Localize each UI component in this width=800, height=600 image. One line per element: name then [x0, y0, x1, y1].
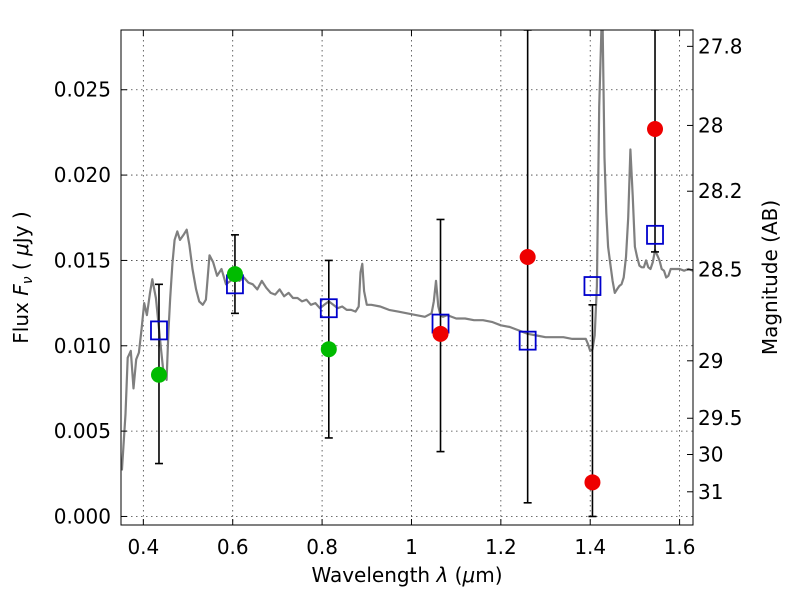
y-tick-label: 0.005: [54, 419, 111, 443]
upper-limit-point: [647, 121, 664, 137]
mag-tick-label: 29: [698, 349, 723, 373]
spectrum-line: [121, 30, 693, 471]
x-tick-label: 1.6: [664, 535, 696, 559]
mag-tick-label: 28: [698, 113, 723, 137]
upper-limit-point: [584, 474, 601, 491]
y-axis-title: Flux Fν ( μJy ): [9, 211, 36, 343]
right-axis-title: Magnitude (AB): [758, 200, 782, 355]
y-tick-label: 0.010: [54, 334, 111, 358]
mag-tick-label: 27.8: [698, 34, 743, 58]
plot-frame: [120, 29, 694, 526]
x-tick-label: 0.8: [306, 535, 338, 559]
detection-point: [320, 341, 337, 358]
mag-tick-label: 28.5: [698, 258, 743, 282]
detection-point: [226, 266, 243, 283]
y-tick-label: 0.000: [54, 504, 111, 528]
x-axis-title: Wavelength λ (μm): [311, 563, 502, 587]
plot-data-layer: [121, 30, 693, 518]
y-tick-label: 0.020: [54, 163, 111, 187]
model-square-marker: [646, 224, 664, 245]
model-square-marker: [150, 320, 168, 341]
detection-point: [150, 366, 167, 383]
upper-limit-point: [519, 249, 536, 266]
mag-tick-label: 30: [698, 442, 723, 466]
x-tick-label: 0.6: [217, 535, 249, 559]
model-square-marker: [319, 298, 338, 319]
model-square-marker: [583, 276, 602, 296]
model-square-marker: [518, 330, 537, 351]
y-tick-label: 0.025: [54, 78, 111, 102]
mag-tick-label: 28.2: [698, 179, 743, 203]
x-tick-label: 0.4: [127, 535, 159, 559]
y-tick-label: 0.015: [54, 248, 111, 272]
plot-area: 0.4 0.6 0.8 1 1.2 1.4 1.6 0.000 0.005 0.010 0.015 0…: [54, 29, 743, 559]
x-tick-label: 1.4: [574, 535, 606, 559]
upper-limit-point: [432, 325, 449, 342]
mag-tick-label: 31: [698, 480, 723, 504]
x-tick-label: 1: [405, 535, 418, 559]
mag-tick-label: 29.5: [698, 406, 743, 430]
x-tick-label: 1.2: [485, 535, 517, 559]
